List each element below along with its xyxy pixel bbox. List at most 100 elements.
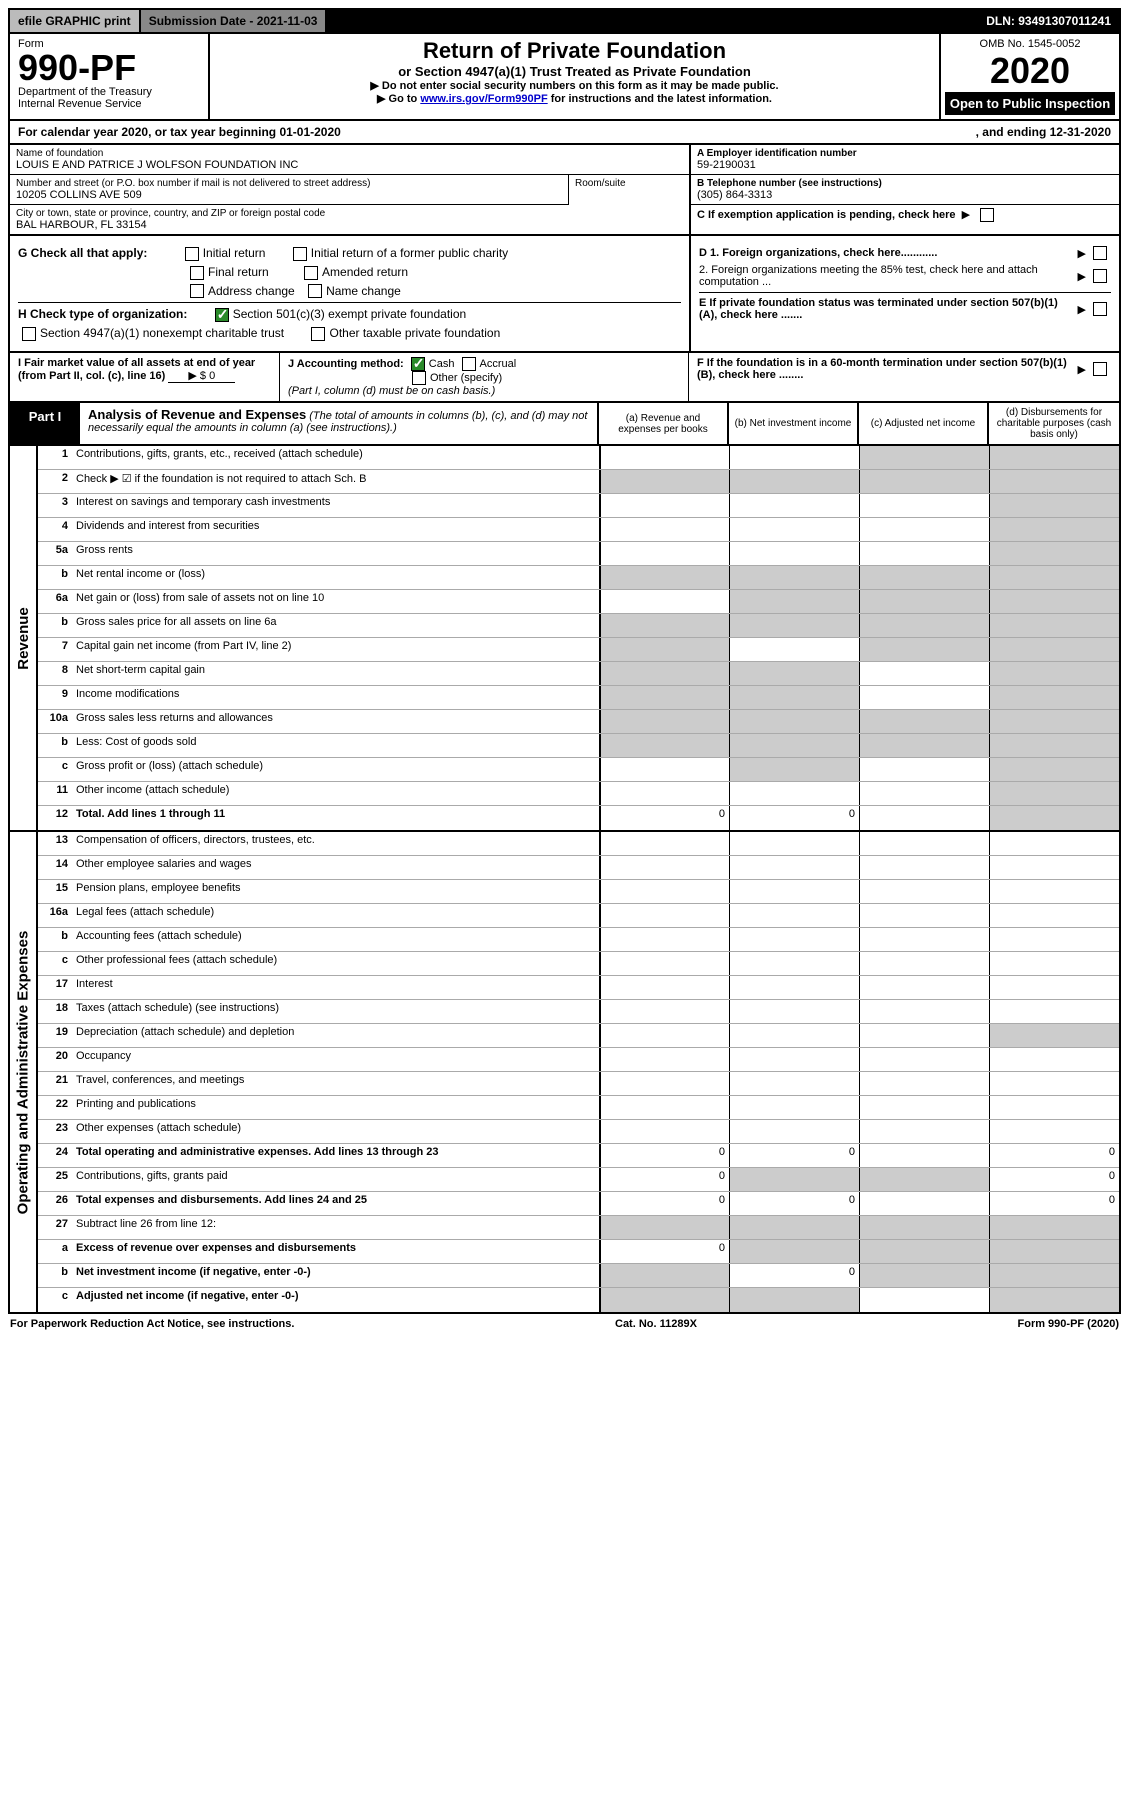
city: BAL HARBOUR, FL 33154 — [16, 219, 683, 231]
cell — [599, 542, 729, 565]
row-description: Other income (attach schedule) — [72, 782, 599, 805]
table-row: 6aNet gain or (loss) from sale of assets… — [38, 590, 1119, 614]
row-description: Contributions, gifts, grants, etc., rece… — [72, 446, 599, 469]
tax-year: 2020 — [945, 50, 1115, 92]
checkbox-4947[interactable] — [22, 327, 36, 341]
column-headers: (a) Revenue and expenses per books (b) N… — [599, 403, 1119, 444]
checkbox-other-acct[interactable] — [412, 371, 426, 385]
row-description: Capital gain net income (from Part IV, l… — [72, 638, 599, 661]
cell — [599, 494, 729, 517]
row-number: b — [38, 1264, 72, 1287]
col-c: (c) Adjusted net income — [859, 403, 989, 444]
cell — [859, 1144, 989, 1167]
h-row: H Check type of organization: Section 50… — [18, 302, 681, 322]
table-row: 14Other employee salaries and wages — [38, 856, 1119, 880]
table-row: bGross sales price for all assets on lin… — [38, 614, 1119, 638]
cell — [989, 494, 1119, 517]
cell — [859, 566, 989, 589]
row-description: Total expenses and disbursements. Add li… — [72, 1192, 599, 1215]
table-row: 5aGross rents — [38, 542, 1119, 566]
row-description: Occupancy — [72, 1048, 599, 1071]
check-block: G Check all that apply: Initial return I… — [8, 236, 1121, 353]
checkbox-address[interactable] — [190, 284, 204, 298]
cell — [599, 832, 729, 855]
foundation-name: LOUIS E AND PATRICE J WOLFSON FOUNDATION… — [16, 159, 683, 171]
table-row: cOther professional fees (attach schedul… — [38, 952, 1119, 976]
table-row: cAdjusted net income (if negative, enter… — [38, 1288, 1119, 1312]
check-left: G Check all that apply: Initial return I… — [10, 236, 689, 351]
cell — [989, 1024, 1119, 1047]
row-description: Interest on savings and temporary cash i… — [72, 494, 599, 517]
checkbox-name[interactable] — [308, 284, 322, 298]
table-row: 16aLegal fees (attach schedule) — [38, 904, 1119, 928]
row-description: Gross rents — [72, 542, 599, 565]
row-number: 27 — [38, 1216, 72, 1239]
checkbox-e[interactable] — [1093, 302, 1107, 316]
cell — [599, 518, 729, 541]
cal-begin: For calendar year 2020, or tax year begi… — [18, 125, 341, 139]
cell: 0 — [599, 1192, 729, 1215]
row-number: 4 — [38, 518, 72, 541]
g-row: G Check all that apply: Initial return I… — [18, 246, 681, 261]
checkbox-d1[interactable] — [1093, 246, 1107, 260]
form-number: 990-PF — [18, 50, 200, 86]
cell — [859, 904, 989, 927]
checkbox-other-tax[interactable] — [311, 327, 325, 341]
checkbox-c[interactable] — [980, 208, 994, 222]
cell — [729, 590, 859, 613]
cell — [729, 518, 859, 541]
table-row: 22Printing and publications — [38, 1096, 1119, 1120]
checkbox-final[interactable] — [190, 266, 204, 280]
checkbox-initial-former[interactable] — [293, 247, 307, 261]
row-description: Excess of revenue over expenses and disb… — [72, 1240, 599, 1263]
cell — [729, 686, 859, 709]
cell — [989, 952, 1119, 975]
checkbox-accrual[interactable] — [462, 357, 476, 371]
table-row: 10aGross sales less returns and allowanc… — [38, 710, 1119, 734]
cell: 0 — [599, 1144, 729, 1167]
cell — [599, 1024, 729, 1047]
row-number: 24 — [38, 1144, 72, 1167]
checkbox-cash[interactable] — [411, 357, 425, 371]
cell — [989, 542, 1119, 565]
cell — [599, 662, 729, 685]
cell — [599, 614, 729, 637]
j-accounting: J Accounting method: Cash Accrual Other … — [280, 353, 689, 401]
submission-date: Submission Date - 2021-11-03 — [141, 10, 328, 32]
cell — [989, 710, 1119, 733]
cell — [599, 590, 729, 613]
table-row: 21Travel, conferences, and meetings — [38, 1072, 1119, 1096]
omb-number: OMB No. 1545-0052 — [945, 38, 1115, 50]
form-title: Return of Private Foundation — [214, 38, 935, 64]
room-suite: Room/suite — [569, 175, 689, 205]
row-description: Taxes (attach schedule) (see instruction… — [72, 1000, 599, 1023]
col-d: (d) Disbursements for charitable purpose… — [989, 403, 1119, 444]
checkbox-501c3[interactable] — [215, 308, 229, 322]
table-row: 13Compensation of officers, directors, t… — [38, 832, 1119, 856]
exemption-row: C If exemption application is pending, c… — [691, 205, 1119, 225]
cell — [729, 880, 859, 903]
row-description: Pension plans, employee benefits — [72, 880, 599, 903]
cell — [859, 952, 989, 975]
irs-link[interactable]: www.irs.gov/Form990PF — [420, 93, 547, 105]
cell — [859, 494, 989, 517]
row-description: Legal fees (attach schedule) — [72, 904, 599, 927]
table-row: 18Taxes (attach schedule) (see instructi… — [38, 1000, 1119, 1024]
cell: 0 — [599, 1240, 729, 1263]
info-block: Name of foundation LOUIS E AND PATRICE J… — [8, 145, 1121, 236]
row-number: 22 — [38, 1096, 72, 1119]
row-description: Printing and publications — [72, 1096, 599, 1119]
cell — [729, 614, 859, 637]
cell — [599, 1096, 729, 1119]
cell: 0 — [729, 1144, 859, 1167]
row-number: 13 — [38, 832, 72, 855]
cell — [729, 638, 859, 661]
checkbox-initial[interactable] — [185, 247, 199, 261]
checkbox-amended[interactable] — [304, 266, 318, 280]
expenses-table: Operating and Administrative Expenses 13… — [8, 832, 1121, 1314]
ein-row: A Employer identification number 59-2190… — [691, 145, 1119, 175]
checkbox-f[interactable] — [1093, 362, 1107, 376]
checkbox-d2[interactable] — [1093, 269, 1107, 283]
row-number: 12 — [38, 806, 72, 830]
cell — [859, 928, 989, 951]
